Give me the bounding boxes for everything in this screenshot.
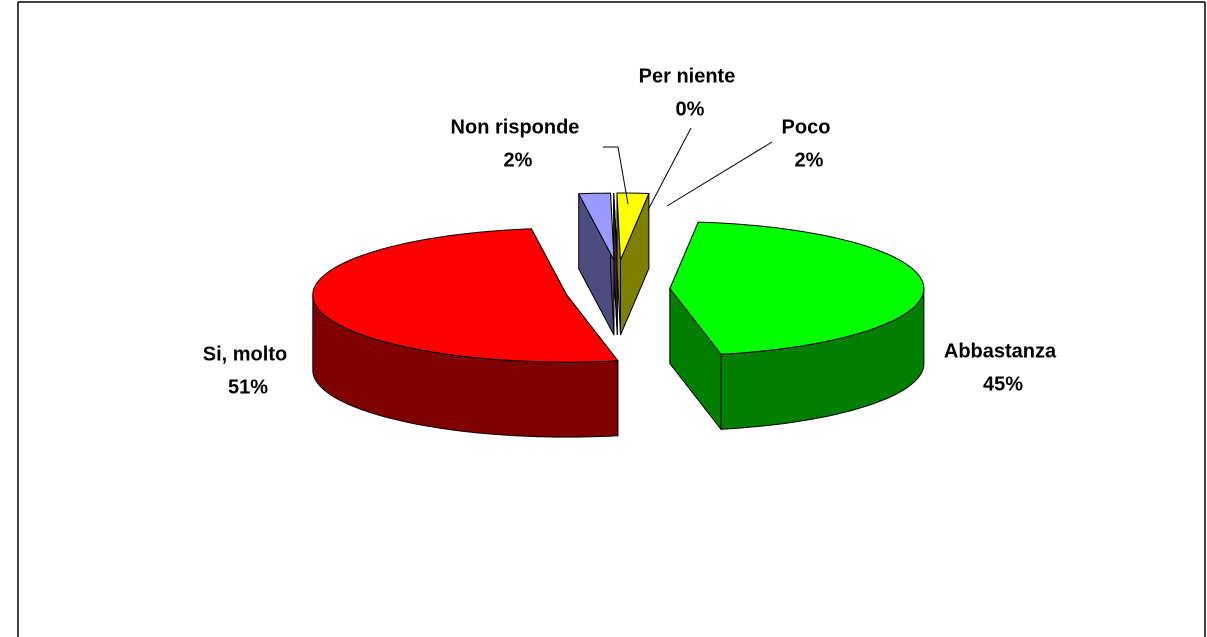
slice-value-label: 45% <box>983 373 1023 395</box>
slice-label: Non risponde <box>451 116 580 138</box>
slice-value-label: 2% <box>795 149 824 171</box>
slice <box>613 192 618 261</box>
slice-label: Abbastanza <box>944 340 1057 362</box>
slice <box>312 228 619 363</box>
slice <box>669 221 925 355</box>
slice-label: Poco <box>782 116 831 138</box>
slice-value-label: 2% <box>504 149 533 171</box>
leader-line <box>647 127 692 211</box>
leader-line <box>603 146 629 205</box>
slice-value-label: 0% <box>676 98 705 120</box>
slice-label: Per niente <box>639 65 736 87</box>
slice <box>616 192 650 261</box>
slice-label: Si, molto <box>203 343 287 365</box>
slice <box>577 192 615 261</box>
leader-line <box>666 141 773 207</box>
slice-value-label: 51% <box>228 376 268 398</box>
